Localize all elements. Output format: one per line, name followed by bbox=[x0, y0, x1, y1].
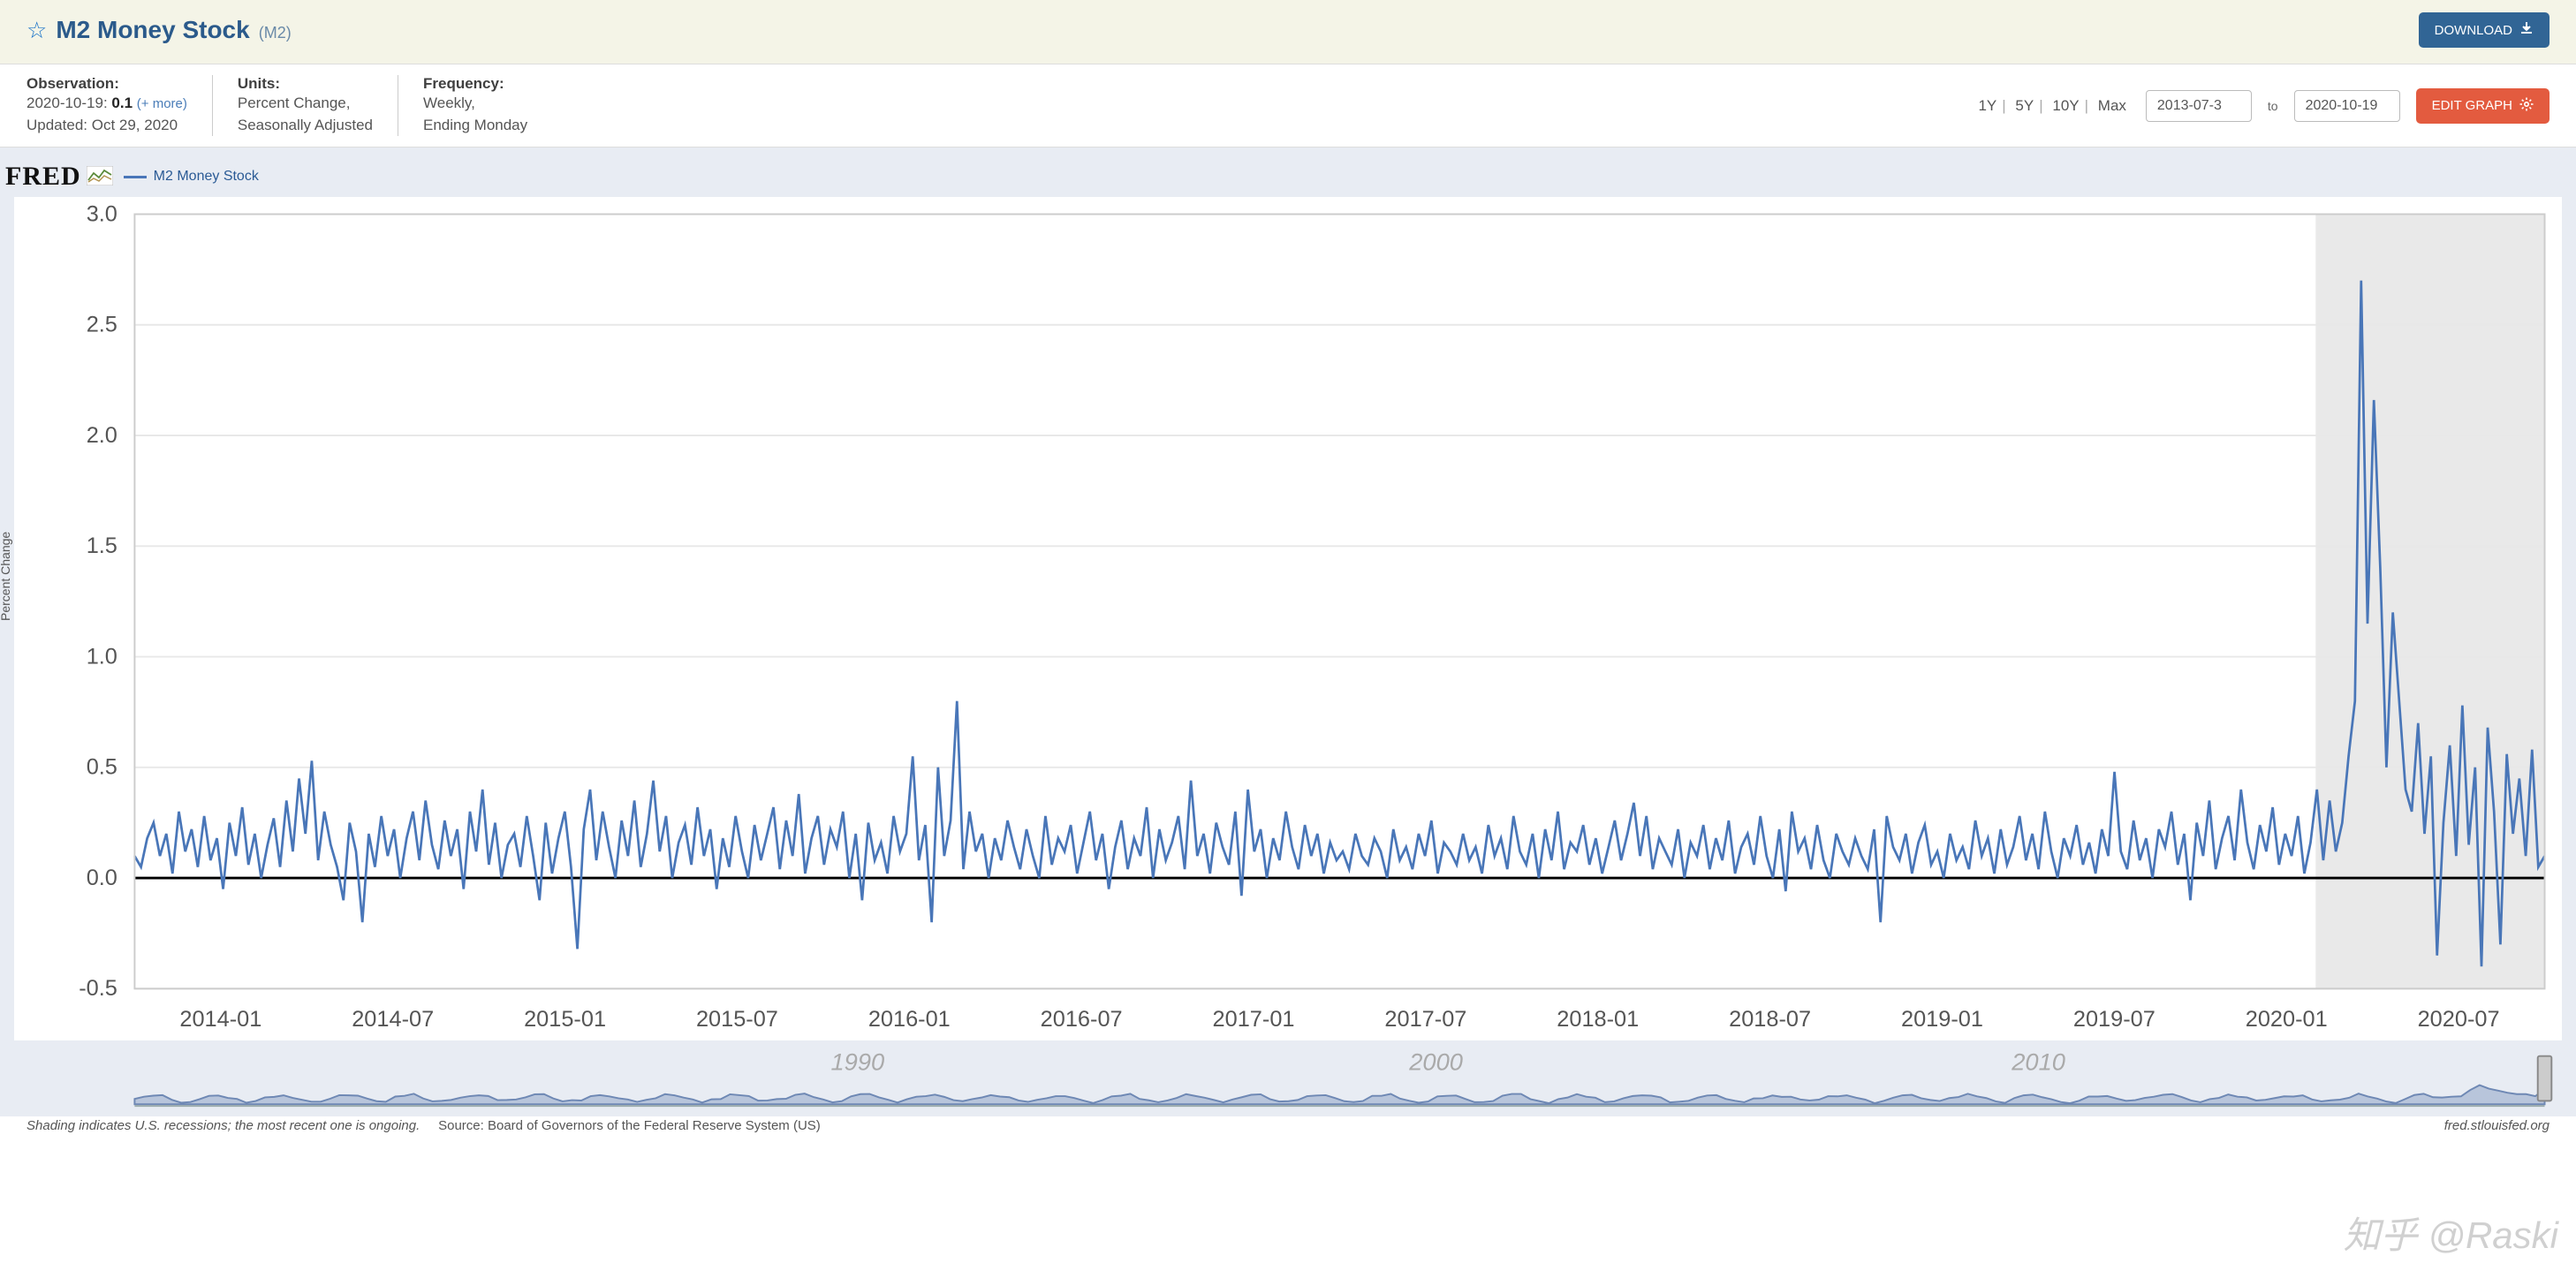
download-label: DOWNLOAD bbox=[2435, 23, 2512, 38]
svg-text:2014-07: 2014-07 bbox=[352, 1008, 434, 1033]
observation-value: 0.1 bbox=[111, 95, 133, 111]
title-left: ☆ M2 Money Stock (M2) bbox=[27, 16, 292, 44]
svg-text:2015-07: 2015-07 bbox=[696, 1008, 778, 1033]
svg-text:2019-07: 2019-07 bbox=[2073, 1008, 2156, 1033]
svg-text:0.5: 0.5 bbox=[87, 755, 117, 780]
date-to-input[interactable] bbox=[2294, 90, 2400, 122]
observation-line: 2020-10-19: 0.1 (+ more) bbox=[27, 93, 187, 115]
logo-chart-icon bbox=[87, 166, 113, 188]
shade-note: Shading indicates U.S. recessions; the m… bbox=[27, 1118, 420, 1133]
svg-text:2020-01: 2020-01 bbox=[2246, 1008, 2328, 1033]
svg-text:-0.5: -0.5 bbox=[79, 976, 117, 1001]
download-button[interactable]: DOWNLOAD bbox=[2419, 12, 2549, 48]
svg-text:2018-01: 2018-01 bbox=[1557, 1008, 1639, 1033]
frequency-label: Frequency: bbox=[423, 75, 527, 93]
footer-left: Shading indicates U.S. recessions; the m… bbox=[27, 1118, 821, 1133]
legend[interactable]: M2 Money Stock bbox=[124, 169, 259, 185]
units-cell: Units: Percent Change, Seasonally Adjust… bbox=[213, 75, 398, 136]
svg-text:2017-01: 2017-01 bbox=[1213, 1008, 1295, 1033]
svg-text:2017-07: 2017-07 bbox=[1384, 1008, 1466, 1033]
footer-site: fred.stlouisfed.org bbox=[2444, 1118, 2549, 1133]
svg-text:2014-01: 2014-01 bbox=[179, 1008, 261, 1033]
svg-text:2019-01: 2019-01 bbox=[1901, 1008, 1983, 1033]
observation-label: Observation: bbox=[27, 75, 187, 93]
footer-row: Shading indicates U.S. recessions; the m… bbox=[0, 1116, 2576, 1138]
edit-label: EDIT GRAPH bbox=[2432, 98, 2512, 113]
svg-text:2016-01: 2016-01 bbox=[868, 1008, 951, 1033]
edit-graph-button[interactable]: EDIT GRAPH bbox=[2416, 88, 2549, 124]
svg-text:3.0: 3.0 bbox=[87, 202, 117, 227]
source-text: Board of Governors of the Federal Reserv… bbox=[488, 1118, 821, 1133]
gear-icon bbox=[2519, 97, 2534, 115]
download-icon bbox=[2519, 21, 2534, 39]
source-label: Source: bbox=[438, 1118, 484, 1133]
range-links: 1Y| 5Y| 10Y| Max bbox=[1974, 97, 2129, 115]
page-title: M2 Money Stock (M2) bbox=[56, 16, 291, 44]
chart-panel: FRED M2 Money Stock Percent Change -0.5 0… bbox=[0, 148, 2576, 1116]
svg-text:0.0: 0.0 bbox=[87, 866, 117, 890]
range-1y[interactable]: 1Y bbox=[1974, 97, 2000, 114]
title-bar: ☆ M2 Money Stock (M2) DOWNLOAD bbox=[0, 0, 2576, 64]
observation-updated: Updated: Oct 29, 2020 bbox=[27, 115, 187, 137]
svg-text:1.0: 1.0 bbox=[87, 645, 117, 669]
mini-chart[interactable]: 1990 2000 2010 bbox=[14, 1046, 2562, 1108]
frequency-line1: Weekly, bbox=[423, 93, 527, 115]
units-label: Units: bbox=[238, 75, 373, 93]
svg-text:1.5: 1.5 bbox=[87, 533, 117, 558]
svg-text:2015-01: 2015-01 bbox=[524, 1008, 606, 1033]
observation-date: 2020-10-19: bbox=[27, 95, 108, 111]
range-10y[interactable]: 10Y bbox=[2049, 97, 2082, 114]
svg-text:2018-07: 2018-07 bbox=[1729, 1008, 1811, 1033]
svg-text:2.5: 2.5 bbox=[87, 313, 117, 337]
svg-text:2020-07: 2020-07 bbox=[2418, 1008, 2500, 1033]
observation-cell: Observation: 2020-10-19: 0.1 (+ more) Up… bbox=[27, 75, 213, 136]
mini-panel: 1990 2000 2010 bbox=[0, 1044, 2576, 1115]
range-5y[interactable]: 5Y bbox=[2012, 97, 2037, 114]
svg-text:2000: 2000 bbox=[1408, 1048, 1463, 1075]
plot-area: Percent Change -0.5 0.0 0.5 1.0 1.5 2.0 2.5 3.0… bbox=[0, 197, 2576, 1044]
units-line2: Seasonally Adjusted bbox=[238, 115, 373, 137]
range-max[interactable]: Max bbox=[2095, 97, 2130, 114]
fred-text: FRED bbox=[5, 162, 81, 192]
yaxis-title: Percent Change bbox=[0, 532, 12, 621]
title-code: (M2) bbox=[259, 24, 292, 42]
chart-header: FRED M2 Money Stock bbox=[0, 156, 2576, 197]
info-right: 1Y| 5Y| 10Y| Max to EDIT GRAPH bbox=[1974, 88, 2549, 124]
info-left: Observation: 2020-10-19: 0.1 (+ more) Up… bbox=[27, 75, 552, 136]
svg-text:2010: 2010 bbox=[2011, 1048, 2065, 1075]
frequency-line2: Ending Monday bbox=[423, 115, 527, 137]
svg-text:1990: 1990 bbox=[831, 1048, 885, 1075]
date-to-label: to bbox=[2268, 99, 2278, 113]
legend-label: M2 Money Stock bbox=[154, 169, 259, 185]
info-bar: Observation: 2020-10-19: 0.1 (+ more) Up… bbox=[0, 64, 2576, 148]
svg-text:2.0: 2.0 bbox=[87, 423, 117, 448]
legend-line-icon bbox=[124, 176, 147, 178]
svg-text:2016-07: 2016-07 bbox=[1041, 1008, 1123, 1033]
watermark: 知乎 @Raski bbox=[2344, 1206, 2558, 1260]
date-from-input[interactable] bbox=[2146, 90, 2252, 122]
units-line1: Percent Change, bbox=[238, 93, 373, 115]
star-icon[interactable]: ☆ bbox=[27, 17, 47, 44]
frequency-cell: Frequency: Weekly, Ending Monday bbox=[398, 75, 552, 136]
observation-more[interactable]: (+ more) bbox=[137, 96, 187, 111]
fred-logo: FRED bbox=[5, 162, 113, 192]
title-text: M2 Money Stock bbox=[56, 16, 249, 44]
main-chart[interactable]: -0.5 0.0 0.5 1.0 1.5 2.0 2.5 3.0 2014-01 2014-07 2… bbox=[14, 197, 2562, 1040]
